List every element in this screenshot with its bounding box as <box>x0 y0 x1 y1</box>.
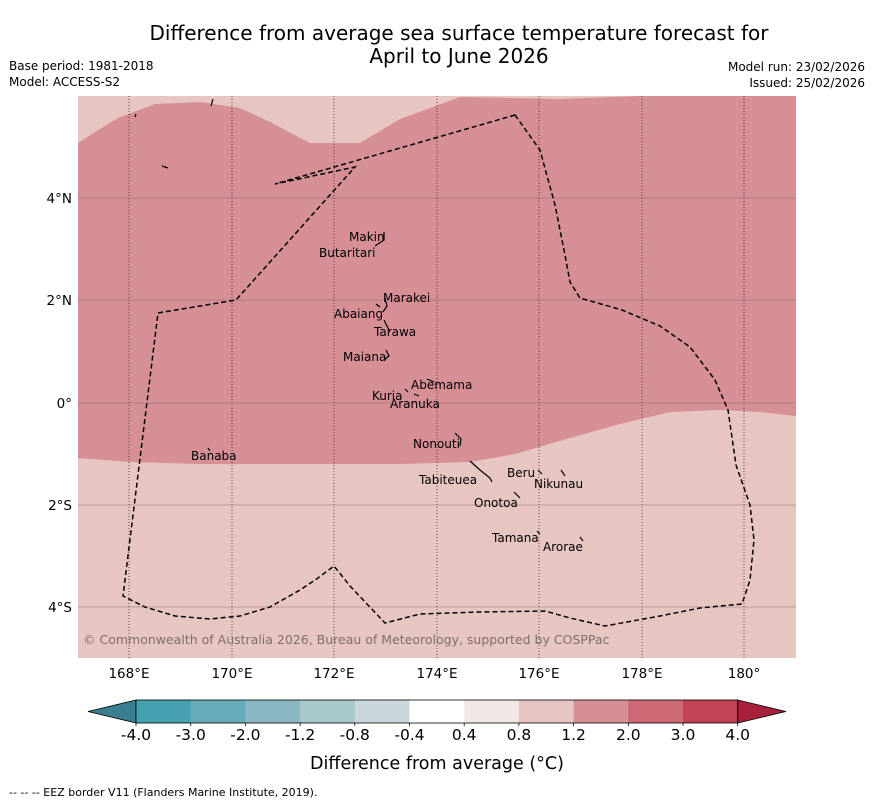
colorbar-tick-label: 0.4 <box>452 726 477 744</box>
colorbar-tick-label: 0.8 <box>507 726 532 744</box>
place-aranuka: Aranuka <box>390 397 440 411</box>
colorbar-segment <box>464 700 520 723</box>
lon-tick-176e: 176°E <box>518 666 559 682</box>
colorbar-segment <box>573 700 629 723</box>
lat-tick-2n: 2°N <box>47 293 72 309</box>
place-maiana: Maiana <box>343 350 386 364</box>
model-name: Model: ACCESS-S2 <box>9 75 121 89</box>
place-onotoa: Onotoa <box>474 496 518 510</box>
colorbar-segment <box>245 700 301 723</box>
lat-tick-0: 0° <box>57 396 72 412</box>
longitude-tick-labels: 168°E 170°E 172°E 174°E 176°E 178°E 180° <box>108 666 760 682</box>
lon-tick-180: 180° <box>728 666 761 682</box>
colorbar-tick-label: -3.0 <box>176 726 206 744</box>
lat-tick-4s: 4°S <box>48 600 72 616</box>
lon-tick-170e: 170°E <box>211 666 252 682</box>
latitude-tick-labels: 4°N 2°N 0° 2°S 4°S <box>47 191 72 616</box>
colorbar-tick-label: -2.0 <box>230 726 260 744</box>
colorbar-outline <box>135 699 739 724</box>
copyright-notice: © Commonwealth of Australia 2026, Bureau… <box>83 632 609 647</box>
colorbar-tick-label: 1.2 <box>561 726 586 744</box>
place-butaritari: Butaritari <box>319 246 376 260</box>
lon-tick-172e: 172°E <box>313 666 354 682</box>
colorbar <box>87 699 787 726</box>
lat-tick-4n: 4°N <box>47 191 72 207</box>
place-tarawa: Tarawa <box>373 325 416 339</box>
lon-tick-174e: 174°E <box>416 666 457 682</box>
footer-note: -- -- -- EEZ border V11 (Flanders Marine… <box>9 786 318 799</box>
place-kuria: Kuria <box>372 389 403 403</box>
latitude-lines <box>78 197 796 608</box>
place-tamana: Tamana <box>491 531 539 545</box>
base-period: Base period: 1981-2018 <box>9 59 154 73</box>
model-run: Model run: 23/02/2026 <box>727 60 865 74</box>
colorbar-tick-labels: -4.0 -3.0 -2.0 -1.2 -0.8 -0.4 0.4 0.8 1.2 2.0 3.0 4… <box>121 726 750 744</box>
colorbar-segment <box>518 700 574 723</box>
lon-tick-178e: 178°E <box>621 666 662 682</box>
title-line-2: April to June 2026 <box>369 44 549 68</box>
colorbar-segment <box>683 700 739 723</box>
place-banaba: Banaba <box>191 449 237 463</box>
colorbar-label: Difference from average (°C) <box>310 754 564 774</box>
lat-tick-2s: 2°S <box>48 498 72 514</box>
map-title: Difference from average sea surface temp… <box>100 22 818 68</box>
place-nikunau: Nikunau <box>534 477 583 491</box>
colorbar-extend-high <box>737 699 787 724</box>
colorbar-tick-label: -1.2 <box>285 726 315 744</box>
colorbar-segment <box>628 700 684 723</box>
map-area: Makin Butaritari Marakei Abaiang Tarawa … <box>78 96 796 658</box>
meta-right: Model run: 23/02/2026 Issued: 25/02/2026 <box>728 59 865 91</box>
colorbar-tick-label: 2.0 <box>616 726 641 744</box>
place-nonouti: Nonouti <box>413 437 460 451</box>
meta-left: Base period: 1981-2018 Model: ACCESS-S2 <box>9 58 154 90</box>
place-tabiteuea: Tabiteuea <box>418 473 477 487</box>
islands <box>134 98 584 542</box>
place-abemama: Abemama <box>411 378 472 392</box>
place-beru: Beru <box>507 466 535 480</box>
issued-date: Issued: 25/02/2026 <box>749 76 865 90</box>
lon-tick-168e: 168°E <box>108 666 149 682</box>
colorbar-tick-label: -4.0 <box>121 726 151 744</box>
colorbar-tick-label: 4.0 <box>725 726 750 744</box>
title-line-1: Difference from average sea surface temp… <box>149 21 769 45</box>
colorbar-tick-label: -0.4 <box>394 726 424 744</box>
colorbar-segment <box>300 700 356 723</box>
colorbar-segment <box>354 700 410 723</box>
colorbar-segment <box>136 700 192 723</box>
colorbar-segment <box>409 700 465 723</box>
colorbar-segment <box>190 700 246 723</box>
colorbar-tick-label: -0.8 <box>340 726 370 744</box>
place-abaiang: Abaiang <box>334 307 383 321</box>
place-makin: Makin <box>349 230 385 244</box>
place-arorae: Arorae <box>543 540 583 554</box>
colorbar-extend-low <box>87 699 137 724</box>
place-marakei: Marakei <box>383 291 430 305</box>
colorbar-tick-label: 3.0 <box>671 726 696 744</box>
